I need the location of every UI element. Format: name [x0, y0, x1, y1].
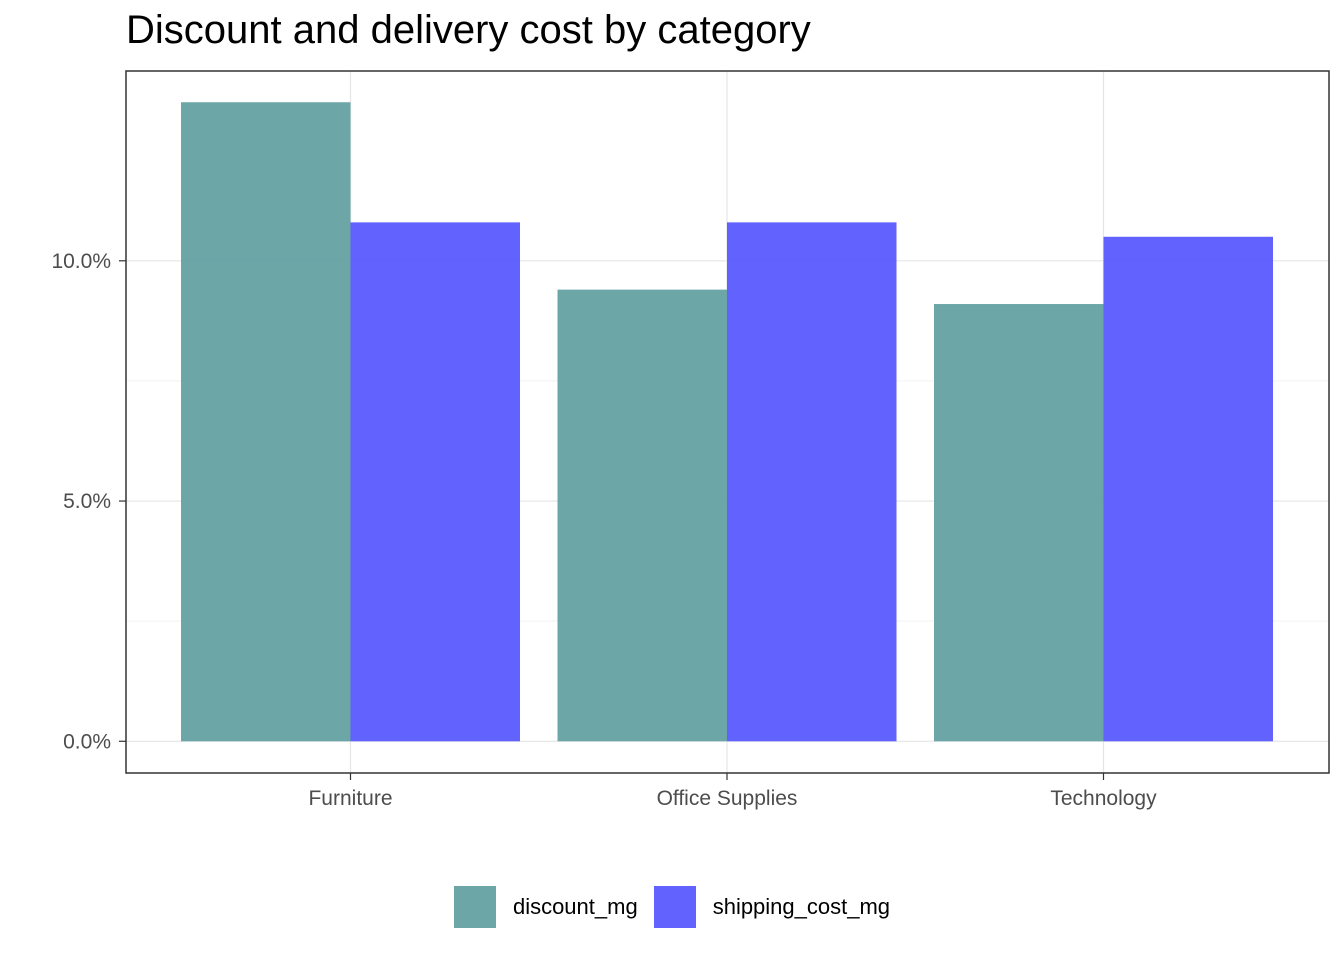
legend-item-shipping-cost-mg: shipping_cost_mg — [653, 886, 891, 928]
bar-shipping-cost-mg-2 — [1103, 236, 1273, 742]
bar-shipping-cost-mg-1 — [727, 222, 897, 742]
bar-shipping-cost-mg-0 — [350, 222, 520, 742]
bar-discount-mg-2 — [934, 304, 1104, 742]
y-tick-label: 0.0% — [63, 730, 111, 753]
bar-discount-mg-0 — [181, 102, 351, 742]
bar-chart: 0.0% 5.0% 10.0% Furniture Office Supplies Tec… — [51, 70, 1330, 810]
legend-key — [453, 886, 496, 928]
bars — [181, 102, 1273, 742]
y-tick-label: 10.0% — [51, 250, 111, 273]
y-tick-label: 5.0% — [63, 490, 111, 513]
x-tick-label: Technology — [1050, 787, 1157, 810]
legend-label: shipping_cost_mg — [712, 894, 891, 919]
chart-title: Discount and delivery cost by category — [126, 8, 811, 52]
legend-key — [653, 886, 696, 928]
x-tick-label: Office Supplies — [657, 787, 798, 810]
legend-label: discount_mg — [512, 894, 638, 919]
bar-discount-mg-1 — [557, 289, 727, 742]
x-tick-label: Furniture — [308, 787, 392, 810]
legend: discount_mg shipping_cost_mg — [0, 886, 1344, 928]
axes: 0.0% 5.0% 10.0% Furniture Office Supplies Tec… — [51, 250, 1157, 810]
legend-item-discount-mg: discount_mg — [453, 886, 638, 928]
